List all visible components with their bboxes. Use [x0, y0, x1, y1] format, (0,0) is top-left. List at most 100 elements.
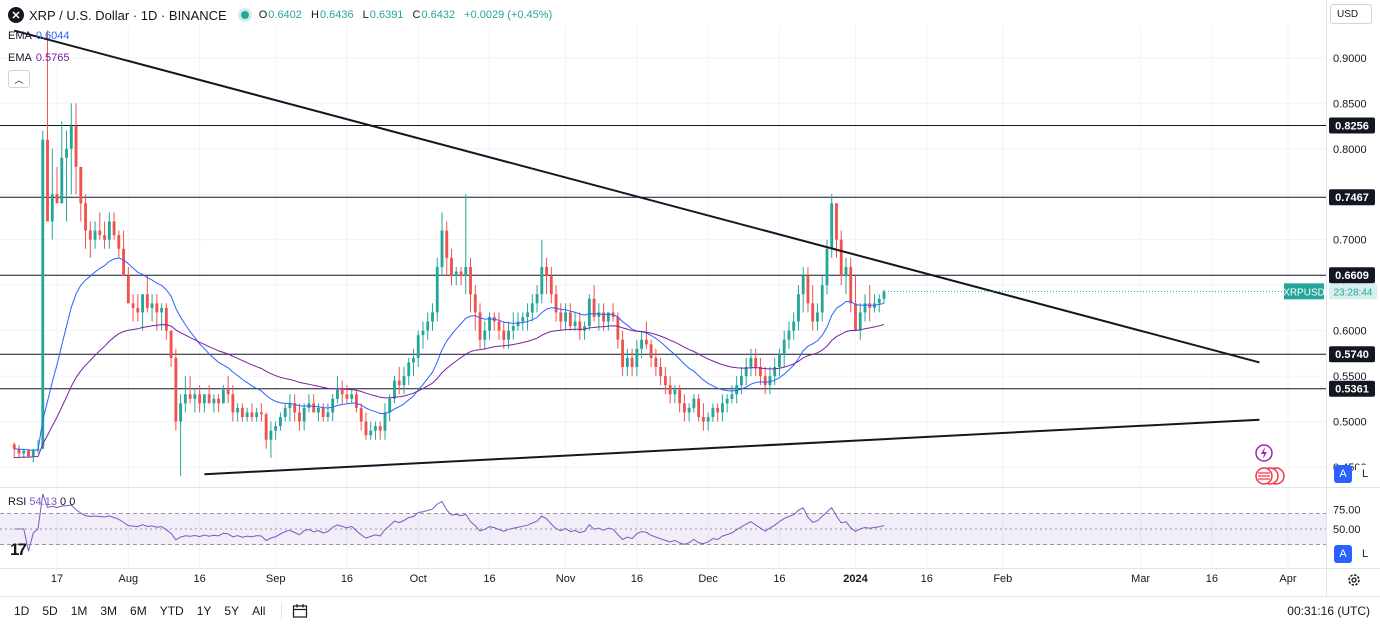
candle-body	[811, 303, 815, 322]
candle-body	[630, 357, 634, 367]
candle-body	[549, 276, 553, 295]
tradingview-logo-icon[interactable]: 17	[10, 540, 27, 559]
level-tag-bg	[1329, 189, 1375, 206]
candle-body	[473, 294, 477, 313]
candle-body	[697, 398, 701, 417]
candle-body	[236, 407, 240, 413]
rsi-tick-label: 50.00	[1333, 524, 1361, 536]
candle-body	[825, 248, 829, 286]
candle-body	[511, 326, 515, 331]
settings-gear-icon[interactable]	[1346, 572, 1362, 588]
candle-body	[440, 230, 444, 267]
candle-body	[854, 303, 857, 331]
candle-body	[202, 394, 206, 404]
currency-selector[interactable]: USD	[1330, 4, 1372, 24]
y-tick-label: 0.8500	[1333, 98, 1367, 110]
candle-body	[573, 321, 577, 327]
candle-body	[606, 312, 610, 322]
range-ytd[interactable]: YTD	[159, 604, 184, 618]
range-3m[interactable]: 3M	[100, 604, 118, 618]
candle-body	[782, 339, 786, 354]
rsi-log-scale-button[interactable]: L	[1356, 545, 1374, 563]
chart-header: ✕ XRP / U.S. Dollar · 1D · BINANCE O0.64…	[8, 6, 552, 24]
change-value: +0.0029 (+0.45%)	[464, 9, 553, 21]
auto-scale-button[interactable]: A	[1334, 465, 1352, 483]
candle-body	[31, 450, 35, 457]
rsi-legend[interactable]: RSI 54.13 0 0	[8, 496, 75, 508]
horizontal-levels	[0, 124, 1326, 390]
candle-body	[326, 412, 330, 417]
candle-body	[583, 326, 587, 331]
candle-body	[459, 271, 463, 277]
candle-body	[345, 394, 349, 399]
candle-body	[649, 344, 653, 358]
range-6m[interactable]: 6M	[130, 604, 147, 618]
range-5d[interactable]: 5D	[42, 604, 58, 618]
x-tick-label: Nov	[556, 573, 576, 585]
candle-body	[616, 316, 620, 340]
candle-body	[863, 303, 867, 313]
ema-slow-legend[interactable]: EMA 0.5765	[8, 52, 70, 64]
candle-body	[778, 353, 781, 367]
ema-fast-label: EMA	[8, 30, 32, 42]
flag-stripes-icon	[1258, 472, 1270, 480]
candle-body	[792, 321, 796, 331]
candle-body	[155, 303, 159, 313]
ohlc-values: O0.6402 H0.6436 L0.6391 C0.6432 +0.0029 …	[259, 9, 553, 21]
candle-body	[568, 312, 572, 327]
candle-body	[730, 394, 734, 399]
close-key: C	[412, 9, 421, 21]
level-tag-bg	[1329, 346, 1375, 363]
candle-body	[221, 389, 225, 404]
candle-body	[50, 194, 54, 222]
candle-body	[93, 230, 97, 240]
candle-body	[540, 266, 544, 295]
collapse-legend-button[interactable]: ︿	[8, 70, 30, 88]
range-5y[interactable]: 5Y	[224, 604, 240, 618]
candle-body	[830, 203, 834, 249]
range-all[interactable]: All	[252, 604, 266, 618]
open-value: 0.6402	[268, 9, 302, 21]
candle-body	[663, 376, 667, 386]
utc-clock[interactable]: 00:31:16 (UTC)	[1287, 604, 1370, 618]
candle-body	[625, 357, 629, 367]
log-scale-button[interactable]: L	[1356, 465, 1374, 483]
candle-body	[160, 307, 164, 313]
ascending-support-trendline	[204, 418, 1260, 476]
candle-body	[839, 239, 843, 277]
ema-slow-label: EMA	[8, 52, 32, 64]
candle-body	[426, 321, 430, 331]
candle-body	[141, 294, 145, 313]
candle-body	[725, 398, 729, 404]
range-1m[interactable]: 1M	[70, 604, 88, 618]
candle-body	[454, 271, 458, 277]
candle-body	[502, 330, 506, 340]
level-tags: 0.8256 0.7467 0.6609 0.5740 0.5361	[1329, 117, 1375, 397]
candle-body	[193, 394, 197, 399]
y-tick-label: 0.8000	[1333, 144, 1367, 156]
candle-body	[122, 248, 125, 277]
rsi-auto-scale-button[interactable]: A	[1334, 545, 1352, 563]
candle-body	[516, 321, 520, 327]
candle-body	[103, 235, 106, 240]
candle-body	[84, 203, 87, 231]
ema-fast-legend[interactable]: EMA 0.6044	[8, 30, 70, 42]
rsi-param-2: 0	[69, 496, 76, 508]
x-tick-label: Aug	[119, 573, 139, 585]
level-tag-text: 0.6609	[1335, 270, 1369, 282]
y-tick-label: 0.5500	[1333, 371, 1367, 383]
candle-body	[578, 321, 582, 331]
symbol-title[interactable]: XRP / U.S. Dollar · 1D · BINANCE	[29, 7, 227, 23]
candle-body	[564, 312, 567, 322]
date-range-calendar-icon[interactable]	[281, 603, 308, 619]
candle-body	[835, 203, 838, 240]
range-1d[interactable]: 1D	[14, 604, 30, 618]
range-1y[interactable]: 1Y	[196, 604, 212, 618]
candle-body	[402, 376, 406, 386]
candle-body	[559, 312, 563, 322]
candle-body	[27, 450, 30, 457]
chart-canvas[interactable]: 0.90000.85000.80000.75000.70000.65000.60…	[0, 0, 1380, 596]
y-tick-label: 0.5000	[1333, 417, 1367, 429]
candle-body	[240, 407, 244, 417]
candle-body	[739, 376, 743, 386]
